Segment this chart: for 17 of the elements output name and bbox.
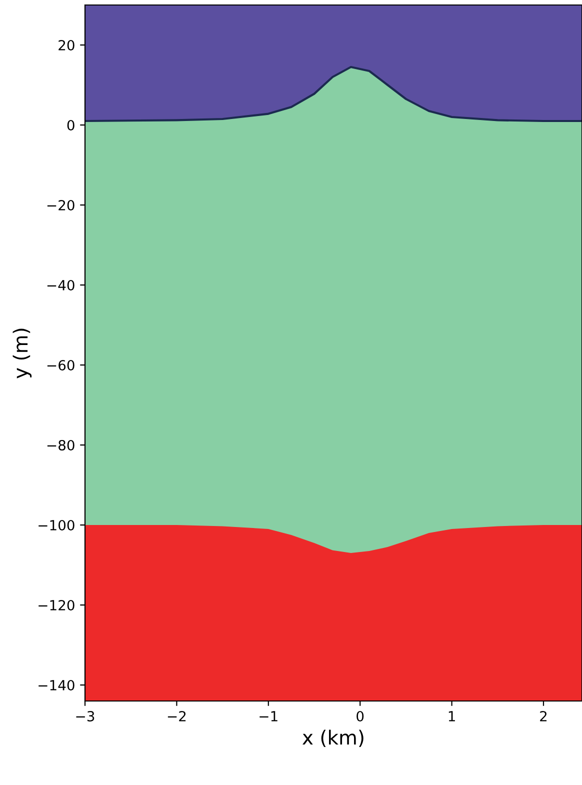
x-tick-label: −1 [260,711,278,722]
y-tick-label: 0 [67,120,74,130]
x-tick-label: 0 [356,710,364,722]
y-tick-label: −20 [47,200,74,210]
y-tick-label: 20 [58,40,74,50]
y-tick-label: −100 [38,520,74,530]
x-tick-label: 2 [540,710,547,722]
x-tick-label: 1 [448,711,455,722]
x-axis-title: x (km) [302,730,364,748]
x-tick-label: −2 [168,710,186,722]
y-axis-title: y (m) [12,328,32,378]
y-tick-label: −80 [47,440,74,450]
y-tick-label: −60 [47,360,74,370]
y-tick-label: −40 [47,280,74,290]
y-tick-label: −120 [38,600,74,610]
x-tick-label: −3 [76,710,94,722]
y-tick-label: −140 [38,680,74,690]
